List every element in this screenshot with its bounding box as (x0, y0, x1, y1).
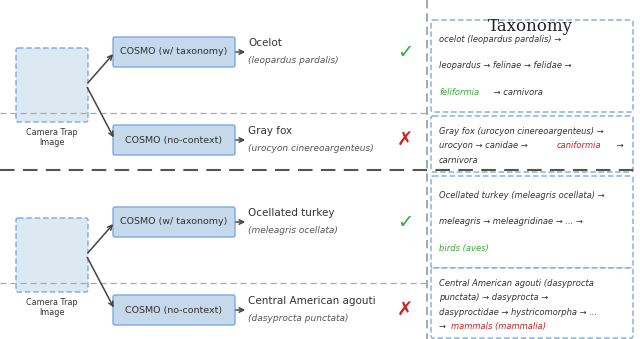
Text: ✗: ✗ (397, 131, 413, 149)
Text: punctata) → dasyprocta →: punctata) → dasyprocta → (439, 293, 548, 302)
Text: →: → (439, 322, 449, 331)
FancyBboxPatch shape (113, 125, 235, 155)
Text: (urocyon cinereoargenteus): (urocyon cinereoargenteus) (248, 144, 374, 153)
FancyBboxPatch shape (113, 207, 235, 237)
Text: COSMO (w/ taxonomy): COSMO (w/ taxonomy) (120, 218, 228, 226)
Text: Ocelot: Ocelot (248, 38, 282, 48)
FancyBboxPatch shape (431, 116, 633, 172)
Text: birds (aves): birds (aves) (439, 244, 489, 253)
FancyBboxPatch shape (431, 20, 633, 112)
FancyBboxPatch shape (16, 218, 88, 292)
Text: feliformia: feliformia (439, 88, 479, 97)
Text: COSMO (no-context): COSMO (no-context) (125, 305, 223, 315)
Text: Gray fox: Gray fox (248, 126, 292, 136)
Text: Taxonomy: Taxonomy (488, 18, 573, 35)
Text: urocyon → canidae →: urocyon → canidae → (439, 141, 531, 150)
Text: mammals (mammalia): mammals (mammalia) (451, 322, 547, 331)
FancyBboxPatch shape (113, 37, 235, 67)
Text: dasyproctidae → hystricomorpha → ...: dasyproctidae → hystricomorpha → ... (439, 307, 597, 317)
Text: COSMO (w/ taxonomy): COSMO (w/ taxonomy) (120, 47, 228, 57)
Text: ✗: ✗ (397, 300, 413, 319)
Text: (leopardus pardalis): (leopardus pardalis) (248, 56, 339, 65)
Text: ✓: ✓ (397, 213, 413, 232)
Text: meleagris → meleagridinae → ... →: meleagris → meleagridinae → ... → (439, 218, 583, 226)
FancyBboxPatch shape (113, 295, 235, 325)
Text: → carnivora: → carnivora (491, 88, 543, 97)
Text: Central American agouti (dasyprocta: Central American agouti (dasyprocta (439, 279, 594, 287)
Text: →: → (614, 141, 624, 150)
Text: carnivora: carnivora (439, 156, 479, 165)
Text: Camera Trap
Image: Camera Trap Image (26, 298, 78, 317)
Text: ocelot (leopardus pardalis) →: ocelot (leopardus pardalis) → (439, 35, 561, 44)
Text: leopardus → felinae → felidae →: leopardus → felinae → felidae → (439, 61, 572, 71)
Text: (dasyprocta punctata): (dasyprocta punctata) (248, 314, 349, 323)
Text: Camera Trap
Image: Camera Trap Image (26, 128, 78, 147)
Text: caniformia: caniformia (557, 141, 602, 150)
Text: ✓: ✓ (397, 42, 413, 61)
Text: Ocellated turkey: Ocellated turkey (248, 208, 335, 218)
Text: COSMO (no-context): COSMO (no-context) (125, 136, 223, 144)
FancyBboxPatch shape (431, 176, 633, 268)
Text: Gray fox (urocyon cinereoargenteus) →: Gray fox (urocyon cinereoargenteus) → (439, 127, 604, 136)
Text: Ocellated turkey (meleagris ocellata) →: Ocellated turkey (meleagris ocellata) → (439, 191, 605, 200)
FancyBboxPatch shape (431, 268, 633, 338)
Text: (meleagris ocellata): (meleagris ocellata) (248, 226, 338, 235)
FancyBboxPatch shape (16, 48, 88, 122)
Text: Central American agouti: Central American agouti (248, 296, 376, 306)
